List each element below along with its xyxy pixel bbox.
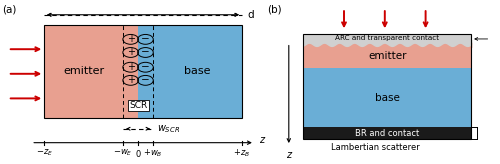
Text: z: z — [286, 150, 292, 160]
Text: +: + — [126, 34, 134, 44]
Bar — [138, 25, 153, 118]
Text: base: base — [375, 93, 400, 102]
Text: base: base — [184, 66, 210, 76]
Text: d: d — [247, 10, 254, 20]
Text: −: − — [141, 34, 150, 44]
Text: $+w_B$: $+w_B$ — [143, 148, 163, 159]
Text: +: + — [126, 62, 134, 72]
Text: (a): (a) — [2, 5, 17, 15]
Text: (b): (b) — [267, 5, 282, 15]
Text: BR and contact: BR and contact — [355, 129, 420, 138]
Bar — [303, 34, 471, 139]
Text: +: + — [126, 75, 134, 85]
Text: −: − — [141, 62, 150, 72]
Text: +: + — [126, 47, 134, 57]
Bar — [303, 34, 471, 43]
Bar — [44, 25, 242, 118]
Text: $-z_E$: $-z_E$ — [36, 148, 53, 158]
Text: $-w_E$: $-w_E$ — [114, 148, 133, 158]
Text: $0$: $0$ — [134, 148, 141, 159]
Text: Lambertian scatterer: Lambertian scatterer — [331, 144, 420, 153]
Bar — [123, 25, 138, 118]
Text: $+z_B$: $+z_B$ — [234, 148, 250, 159]
Text: ARC and transparent contact: ARC and transparent contact — [335, 35, 440, 41]
Text: −: − — [141, 48, 150, 57]
Text: −: − — [141, 75, 150, 85]
Text: z: z — [258, 135, 264, 145]
Text: emitter: emitter — [63, 66, 104, 76]
Bar — [303, 68, 471, 127]
Bar — [303, 127, 471, 139]
Bar — [44, 25, 123, 118]
Bar — [303, 43, 471, 68]
Text: $w_{SCR}$: $w_{SCR}$ — [157, 123, 180, 135]
Text: emitter: emitter — [368, 51, 406, 61]
Text: SCR: SCR — [129, 101, 147, 110]
Bar — [153, 25, 242, 118]
